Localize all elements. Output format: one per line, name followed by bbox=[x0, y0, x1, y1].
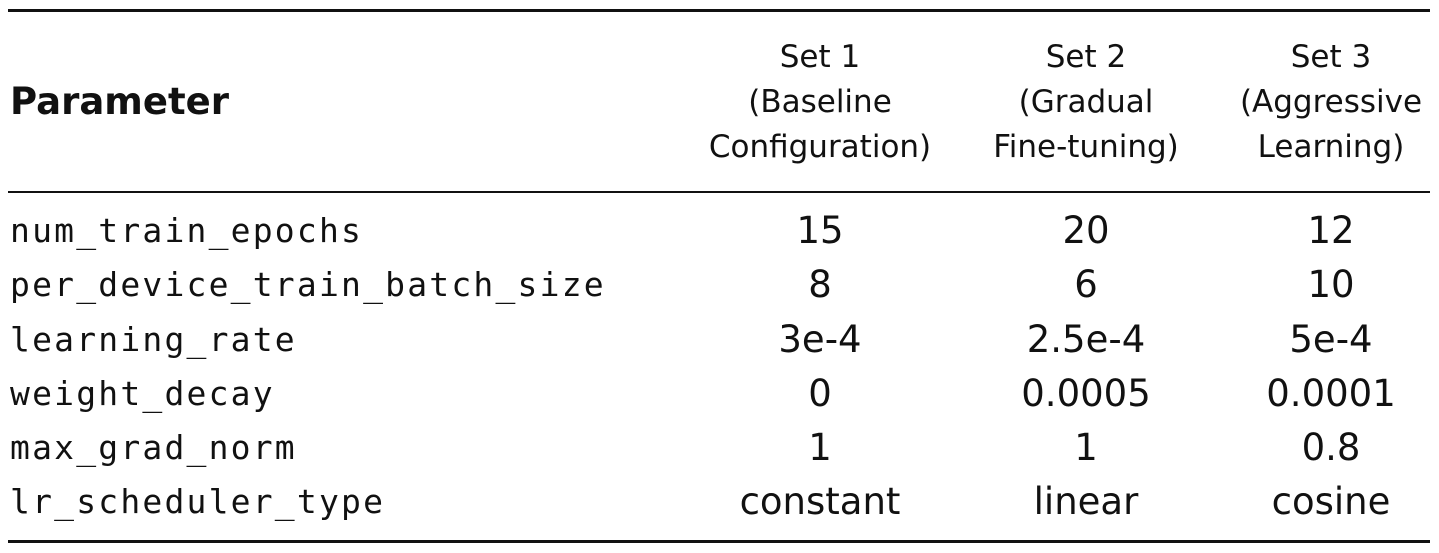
set-2-value: 1 bbox=[1074, 426, 1098, 469]
parameter-name: learning_rate bbox=[10, 320, 297, 359]
table-row: per_device_train_batch_size 8 6 10 bbox=[0, 258, 1439, 312]
parameter-name: max_grad_norm bbox=[10, 428, 297, 467]
set-3-value: 5e-4 bbox=[1289, 318, 1373, 361]
set-2-header-line: Set 2 bbox=[1045, 39, 1127, 75]
parameter-name: per_device_train_batch_size bbox=[10, 265, 606, 304]
set-3-column-header: Set 3 (Aggressive Learning) bbox=[1191, 35, 1439, 170]
set-1-column-header: Set 1 (Baseline Configuration) bbox=[680, 35, 960, 170]
set-1-value: 8 bbox=[808, 263, 832, 306]
set-2-header-line: Fine-tuning) bbox=[993, 129, 1179, 165]
set-2-value: 20 bbox=[1062, 209, 1110, 252]
set-3-header-line: Set 3 bbox=[1290, 39, 1372, 75]
table-row: weight_decay 0 0.0005 0.0001 bbox=[0, 367, 1439, 421]
parameter-name: num_train_epochs bbox=[10, 211, 364, 250]
set-3-header-line: Learning) bbox=[1257, 129, 1405, 165]
set-2-column-header: Set 2 (Gradual Fine-tuning) bbox=[946, 35, 1226, 170]
set-2-value: 6 bbox=[1074, 263, 1098, 306]
set-1-value: 1 bbox=[808, 426, 832, 469]
set-1-value: 15 bbox=[796, 209, 844, 252]
parameter-name: weight_decay bbox=[10, 374, 275, 413]
set-3-value: 10 bbox=[1307, 263, 1355, 306]
table-row: max_grad_norm 1 1 0.8 bbox=[0, 421, 1439, 475]
set-2-value: 2.5e-4 bbox=[1026, 318, 1146, 361]
set-3-value: 12 bbox=[1307, 209, 1355, 252]
header-separator-rule bbox=[8, 191, 1430, 193]
set-1-value: constant bbox=[739, 480, 901, 523]
set-1-header-line: Configuration) bbox=[708, 129, 932, 165]
table-row: num_train_epochs 15 20 12 bbox=[0, 204, 1439, 258]
set-2-value: 0.0005 bbox=[1021, 372, 1151, 415]
parameter-name: lr_scheduler_type bbox=[10, 482, 386, 521]
table-row: lr_scheduler_type constant linear cosine bbox=[0, 475, 1439, 529]
set-1-header-line: Set 1 bbox=[779, 39, 861, 75]
set-2-value: linear bbox=[1033, 480, 1139, 523]
set-1-header-line: (Baseline bbox=[748, 84, 892, 120]
table-row: learning_rate 3e-4 2.5e-4 5e-4 bbox=[0, 313, 1439, 367]
set-3-value: cosine bbox=[1271, 480, 1391, 523]
parameter-column-header: Parameter bbox=[10, 80, 229, 123]
table-bottom-rule bbox=[8, 540, 1430, 543]
set-1-value: 3e-4 bbox=[778, 318, 862, 361]
table-top-rule bbox=[8, 9, 1430, 12]
set-3-header-line: (Aggressive bbox=[1239, 84, 1423, 120]
set-2-header-line: (Gradual bbox=[1018, 84, 1154, 120]
set-1-value: 0 bbox=[808, 372, 832, 415]
set-3-value: 0.8 bbox=[1301, 426, 1361, 469]
set-3-value: 0.0001 bbox=[1266, 372, 1396, 415]
